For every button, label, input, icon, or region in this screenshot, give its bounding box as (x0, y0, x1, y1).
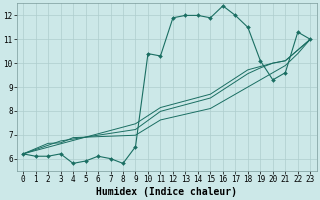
X-axis label: Humidex (Indice chaleur): Humidex (Indice chaleur) (96, 186, 237, 197)
